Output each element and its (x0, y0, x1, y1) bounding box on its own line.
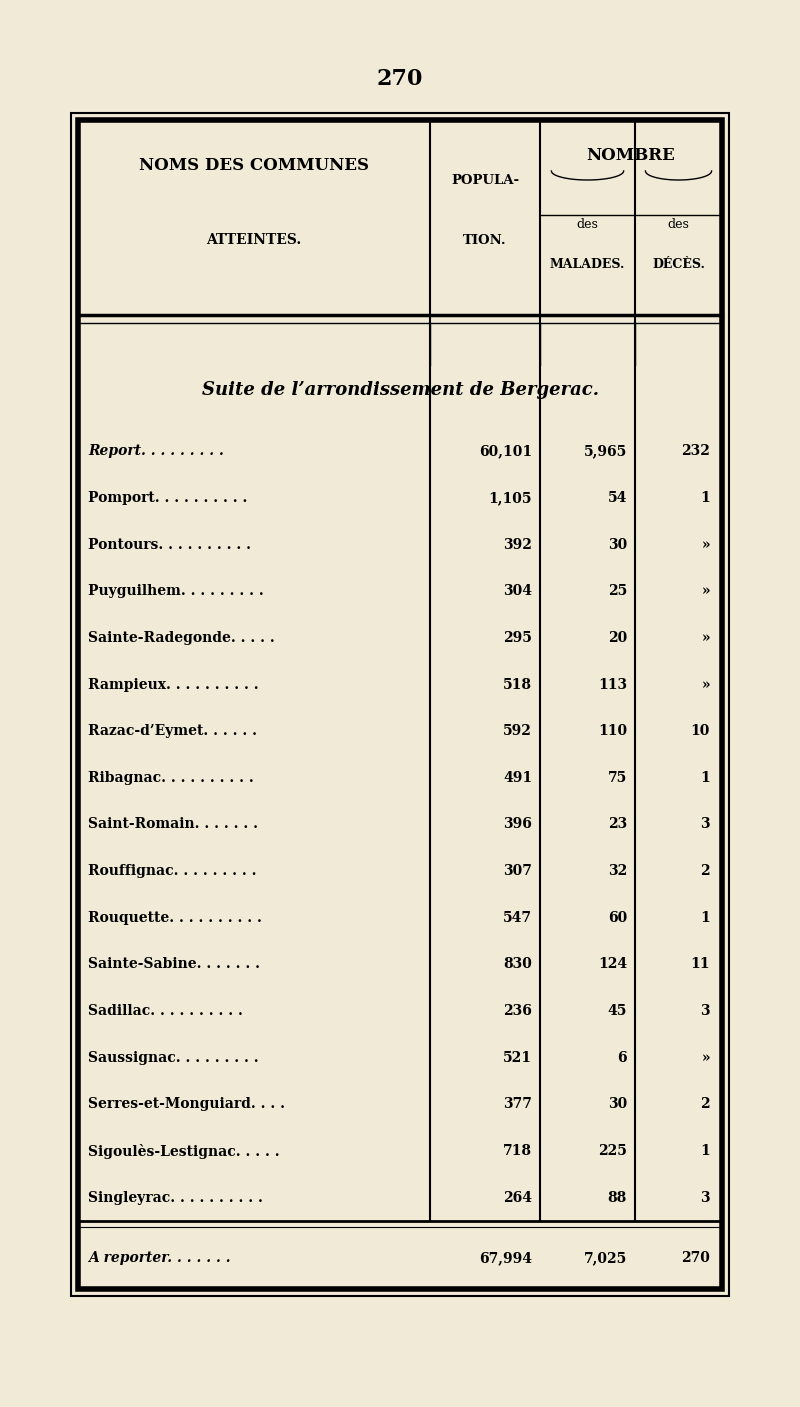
Text: 2: 2 (700, 864, 710, 878)
Text: 718: 718 (503, 1144, 532, 1158)
Text: Pomport. . . . . . . . . .: Pomport. . . . . . . . . . (88, 491, 247, 505)
Text: 1: 1 (700, 910, 710, 924)
Text: 10: 10 (690, 725, 710, 739)
Text: A reporter. . . . . . .: A reporter. . . . . . . (88, 1251, 230, 1265)
Text: 377: 377 (503, 1097, 532, 1112)
Text: TION.: TION. (463, 234, 507, 246)
Text: Singleyrac. . . . . . . . . .: Singleyrac. . . . . . . . . . (88, 1190, 263, 1204)
Text: NOMBRE: NOMBRE (586, 146, 675, 163)
Text: 30: 30 (608, 537, 627, 552)
Text: »: » (702, 1051, 710, 1065)
Text: 3: 3 (700, 1190, 710, 1204)
Text: Ribagnac. . . . . . . . . .: Ribagnac. . . . . . . . . . (88, 771, 254, 785)
Text: Rouquette. . . . . . . . . .: Rouquette. . . . . . . . . . (88, 910, 262, 924)
Text: 30: 30 (608, 1097, 627, 1112)
Text: POPULA-: POPULA- (451, 173, 519, 187)
Text: MALADES.: MALADES. (550, 259, 625, 272)
Text: Rouffignac. . . . . . . . .: Rouffignac. . . . . . . . . (88, 864, 257, 878)
Text: 54: 54 (608, 491, 627, 505)
Text: des: des (577, 218, 598, 232)
Text: 304: 304 (503, 584, 532, 598)
Text: 11: 11 (690, 957, 710, 971)
Text: Sigoulès-Lestignac. . . . .: Sigoulès-Lestignac. . . . . (88, 1144, 280, 1158)
Text: 113: 113 (598, 678, 627, 692)
Text: 1: 1 (700, 771, 710, 785)
Text: 5,965: 5,965 (584, 445, 627, 459)
Text: 88: 88 (608, 1190, 627, 1204)
Text: ATTEINTES.: ATTEINTES. (206, 234, 302, 248)
Text: 60: 60 (608, 910, 627, 924)
Text: 264: 264 (503, 1190, 532, 1204)
Text: 20: 20 (608, 630, 627, 644)
Text: des: des (667, 218, 690, 232)
Text: 1: 1 (700, 491, 710, 505)
Text: 2: 2 (700, 1097, 710, 1112)
Text: 491: 491 (503, 771, 532, 785)
Text: 124: 124 (598, 957, 627, 971)
Text: 7,025: 7,025 (584, 1251, 627, 1265)
Text: Puyguilhem. . . . . . . . .: Puyguilhem. . . . . . . . . (88, 584, 264, 598)
Text: »: » (702, 678, 710, 692)
Text: 307: 307 (503, 864, 532, 878)
Text: 75: 75 (608, 771, 627, 785)
Text: NOMS DES COMMUNES: NOMS DES COMMUNES (139, 156, 369, 173)
Text: 3: 3 (700, 817, 710, 832)
Text: Razac-d’Eymet. . . . . .: Razac-d’Eymet. . . . . . (88, 725, 257, 739)
Text: 270: 270 (377, 68, 423, 90)
Text: 67,994: 67,994 (479, 1251, 532, 1265)
Text: Serres-et-Monguiard. . . .: Serres-et-Monguiard. . . . (88, 1097, 285, 1112)
Text: 236: 236 (503, 1005, 532, 1019)
Text: 392: 392 (503, 537, 532, 552)
Text: 232: 232 (681, 445, 710, 459)
Text: 23: 23 (608, 817, 627, 832)
Text: »: » (702, 537, 710, 552)
Text: 60,101: 60,101 (479, 445, 532, 459)
Text: 3: 3 (700, 1005, 710, 1019)
Text: Saussignac. . . . . . . . .: Saussignac. . . . . . . . . (88, 1051, 258, 1065)
Text: 32: 32 (608, 864, 627, 878)
Text: 396: 396 (503, 817, 532, 832)
Text: DÉCÈS.: DÉCÈS. (652, 259, 705, 272)
Text: Saint-Romain. . . . . . .: Saint-Romain. . . . . . . (88, 817, 258, 832)
Text: 25: 25 (608, 584, 627, 598)
Text: 1,105: 1,105 (489, 491, 532, 505)
Text: 270: 270 (681, 1251, 710, 1265)
Text: 225: 225 (598, 1144, 627, 1158)
Text: 295: 295 (503, 630, 532, 644)
Text: 110: 110 (598, 725, 627, 739)
Text: 547: 547 (503, 910, 532, 924)
Text: »: » (702, 584, 710, 598)
Text: 1: 1 (700, 1144, 710, 1158)
Text: Sainte-Sabine. . . . . . .: Sainte-Sabine. . . . . . . (88, 957, 260, 971)
Text: 592: 592 (503, 725, 532, 739)
Text: »: » (702, 630, 710, 644)
Text: Rampieux. . . . . . . . . .: Rampieux. . . . . . . . . . (88, 678, 258, 692)
Text: Suite de l’arrondissement de Bergerac.: Suite de l’arrondissement de Bergerac. (202, 381, 598, 400)
Text: 830: 830 (503, 957, 532, 971)
Text: 45: 45 (608, 1005, 627, 1019)
Text: Sainte-Radegonde. . . . .: Sainte-Radegonde. . . . . (88, 630, 274, 644)
Text: 6: 6 (618, 1051, 627, 1065)
Text: Sadillac. . . . . . . . . .: Sadillac. . . . . . . . . . (88, 1005, 243, 1019)
Text: Pontours. . . . . . . . . .: Pontours. . . . . . . . . . (88, 537, 251, 552)
Text: 518: 518 (503, 678, 532, 692)
Text: 521: 521 (503, 1051, 532, 1065)
Text: Report. . . . . . . . .: Report. . . . . . . . . (88, 445, 224, 459)
